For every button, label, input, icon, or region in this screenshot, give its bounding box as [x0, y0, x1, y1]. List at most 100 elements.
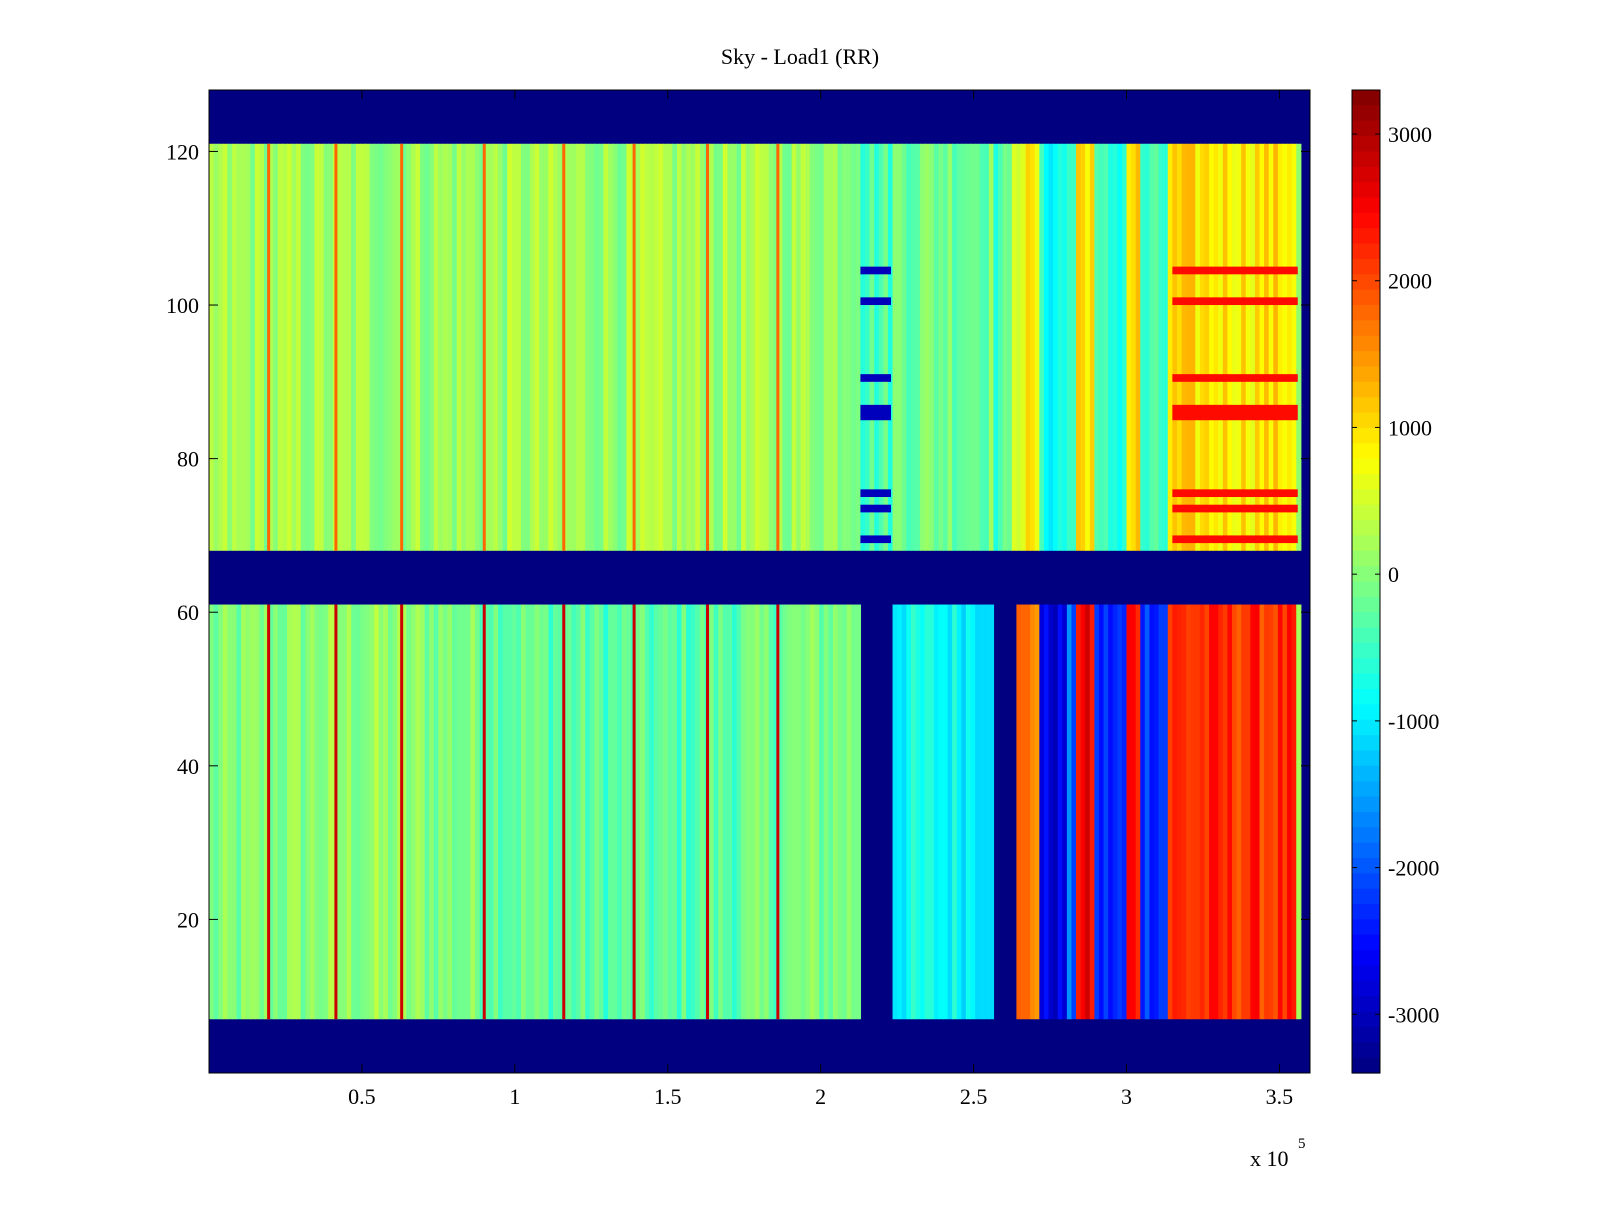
heatmap-cell	[1268, 143, 1274, 551]
heatmap-cell	[658, 604, 664, 1020]
heatmap-cell	[1007, 143, 1013, 551]
colorbar-swatch	[1352, 212, 1380, 229]
heatmap-cell	[603, 604, 609, 1020]
heatmap-cell	[498, 143, 504, 551]
heatmap-cell	[892, 143, 898, 551]
heatmap-streak	[562, 143, 566, 551]
heatmap-cell	[956, 143, 962, 551]
colorbar-swatch	[1352, 1011, 1380, 1028]
heatmap-cell	[364, 143, 371, 551]
heatmap-cell	[543, 604, 550, 1020]
heatmap-cell	[580, 604, 586, 1020]
heatmap-cell	[1112, 604, 1118, 1020]
heatmap-cell	[718, 604, 724, 1020]
heatmap-cell	[1057, 143, 1063, 551]
heatmap-cell	[800, 143, 806, 551]
heatmap-cell	[1094, 604, 1100, 1020]
heatmap-cell	[309, 143, 316, 551]
heatmap-cell	[305, 604, 311, 1020]
colorbar-swatch	[1352, 550, 1380, 567]
heatmap-cell	[1066, 604, 1073, 1020]
heatmap-cell	[1066, 143, 1073, 551]
heatmap-cell	[576, 143, 582, 551]
colorbar-swatch	[1352, 689, 1380, 705]
heatmap-cell	[1034, 143, 1040, 551]
heatmap-cell	[511, 604, 517, 1020]
heatmap-cell	[314, 143, 320, 551]
heatmap-cell	[979, 143, 985, 551]
heatmap-cell	[507, 143, 513, 551]
heatmap-cell	[378, 143, 384, 551]
heatmap-cell	[640, 604, 646, 1020]
heatmap-cell	[1282, 143, 1288, 551]
heatmap-cell	[1291, 604, 1297, 1020]
heatmap-cell	[222, 604, 228, 1020]
heatmap-cell	[1020, 604, 1027, 1020]
heatmap-cell	[1241, 143, 1247, 551]
heatmap-cell	[553, 143, 559, 551]
heatmap-cell	[952, 604, 958, 1020]
heatmap-cell	[488, 604, 495, 1020]
heatmap-cell	[465, 604, 472, 1020]
heatmap-cell	[961, 143, 967, 551]
heatmap-cell	[1222, 143, 1229, 551]
heatmap-cell	[534, 143, 540, 551]
heatmap-cell	[745, 604, 751, 1020]
heatmap-cell	[314, 604, 320, 1020]
heatmap-cell	[465, 143, 472, 551]
heatmap-cell	[787, 143, 793, 551]
heatmap-cell	[1273, 143, 1279, 551]
heatmap-cell	[1121, 604, 1128, 1020]
colorbar: 3000 2000 1000 0 -1000 -2000 -3000	[1351, 89, 1439, 1074]
heatmap-cell	[479, 604, 485, 1020]
heatmap-cell	[351, 604, 357, 1020]
heatmap-cell	[676, 143, 683, 551]
heatmap-stripe	[1172, 297, 1298, 306]
heatmap-cell	[1071, 143, 1077, 551]
heatmap-cell	[1043, 604, 1050, 1020]
heatmap-cell	[754, 604, 761, 1020]
heatmap-cell	[360, 143, 366, 551]
colorbar-swatch	[1352, 596, 1380, 613]
heatmap-cell	[988, 604, 995, 1020]
heatmap-stripe	[1172, 404, 1298, 421]
heatmap-stripe	[860, 297, 892, 306]
heatmap-cell	[823, 143, 829, 551]
heatmap-cell	[672, 604, 678, 1020]
heatmap-streak	[267, 143, 271, 551]
heatmap-cell	[731, 604, 738, 1020]
colorbar-swatch	[1352, 904, 1380, 921]
heatmap-cell	[681, 604, 687, 1020]
x-exponent-label: x 10	[1250, 1146, 1289, 1171]
colorbar-tick-label: 0	[1388, 562, 1399, 587]
heatmap-cell	[1254, 604, 1261, 1020]
heatmap-cell	[965, 143, 972, 551]
heatmap-cell	[1062, 604, 1068, 1020]
heatmap-cell	[300, 143, 306, 551]
heatmap-cell	[1250, 604, 1256, 1020]
heatmap-cell	[282, 604, 288, 1020]
heatmap-stripe	[1172, 374, 1298, 382]
heatmap-cell	[580, 143, 586, 551]
heatmap-cell	[1176, 143, 1183, 551]
heatmap-cell	[209, 604, 215, 1020]
heatmap-cell	[475, 143, 481, 551]
heatmap-cell	[520, 604, 527, 1020]
heatmap-cell	[1254, 143, 1261, 551]
heatmap-cell	[887, 143, 894, 551]
heatmap-cell	[231, 604, 238, 1020]
heatmap-cell	[1167, 143, 1173, 551]
heatmap-cell	[374, 143, 380, 551]
heatmap-cell	[1039, 143, 1045, 551]
heatmap-stripe	[1172, 535, 1298, 544]
heatmap-cell	[277, 604, 283, 1020]
heatmap-cell	[420, 143, 426, 551]
colorbar-swatch	[1352, 166, 1380, 183]
colorbar-tick-label: -2000	[1388, 856, 1439, 881]
heatmap-cell	[1080, 143, 1086, 551]
heatmap-streak	[482, 604, 486, 1020]
heatmap-cell	[667, 143, 673, 551]
heatmap-cell	[988, 143, 995, 551]
colorbar-swatch	[1352, 765, 1380, 782]
